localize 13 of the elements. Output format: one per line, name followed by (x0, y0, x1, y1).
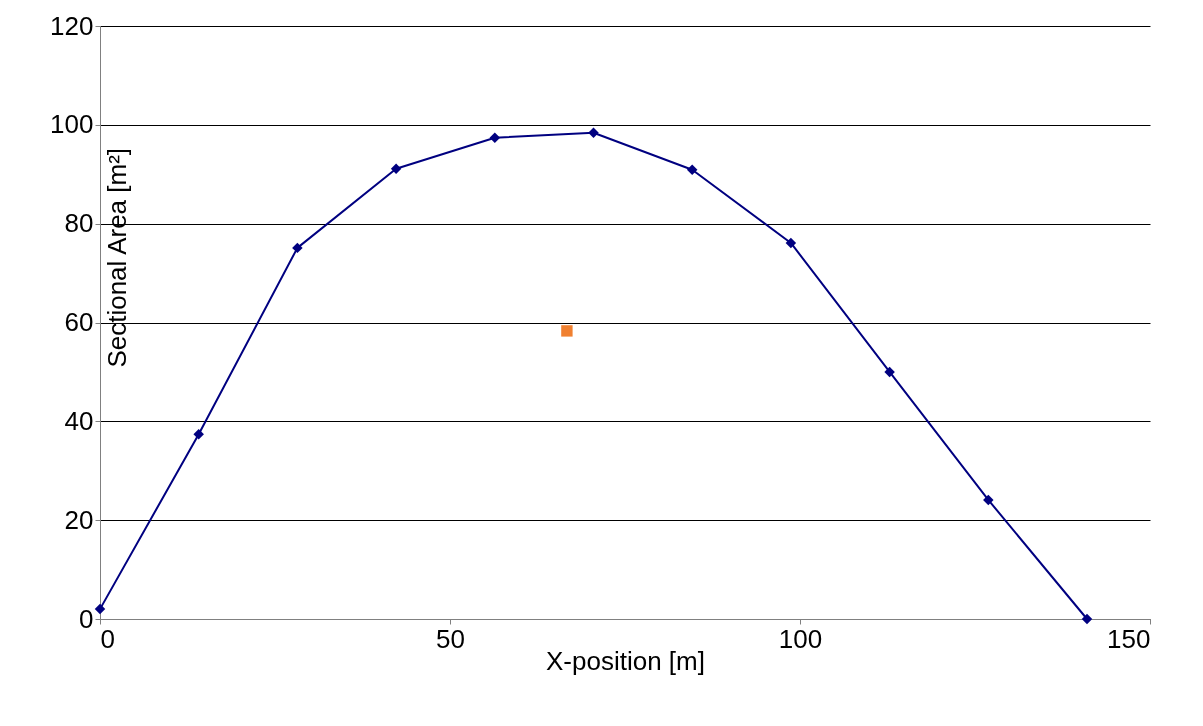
y-tick-label: 60 (64, 307, 94, 337)
y-tick-label: 0 (79, 603, 94, 634)
x-tick-label: 100 (778, 623, 823, 654)
y-tick-label: 20 (64, 504, 94, 535)
y-tick-label: 100 (50, 109, 94, 140)
x-tick-label: 150 (1107, 623, 1151, 654)
y-axis-title: Sectional Area [m²] (101, 147, 132, 368)
y-tick-label: 40 (64, 405, 94, 436)
x-axis-title: X-position [m] (546, 645, 705, 676)
y-tick-label: 120 (50, 10, 94, 41)
y-tick-label: 80 (64, 208, 94, 239)
x-tick-label: 50 (436, 623, 465, 654)
x-tick-label: 0 (100, 623, 115, 654)
